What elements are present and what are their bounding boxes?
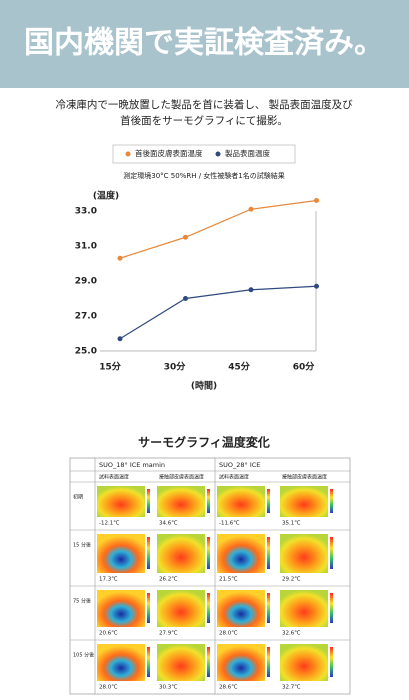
legend-box [112, 144, 296, 164]
cell-temp: 28.0℃ [219, 630, 237, 637]
thermal-image [97, 486, 145, 517]
thermal-scale [330, 489, 333, 513]
data-point [117, 336, 123, 342]
row-label: 初期 [73, 494, 83, 501]
cell-temp: 32.7℃ [282, 684, 300, 691]
cell-temp: 26.2℃ [159, 576, 177, 583]
table-subheader: 接触部皮膚表面温度 [159, 474, 204, 481]
thermal-scale [330, 647, 333, 677]
data-point [314, 198, 319, 203]
x-tick-label: 60分 [293, 361, 316, 373]
cell-temp: -12.1℃ [99, 520, 119, 527]
cell-temp: 34.6℃ [159, 520, 177, 527]
cell-temp: 32.6℃ [282, 630, 300, 637]
thermal-scale [267, 647, 270, 677]
header-band [0, 0, 409, 88]
cell-temp: 35.1℃ [282, 520, 300, 527]
table-header: SUO_18° ICE mamin [99, 461, 165, 469]
row-label: 105 分後 [73, 652, 94, 659]
data-point [248, 206, 254, 212]
cell-temp: 21.5℃ [219, 576, 237, 583]
intro-line: 首後面をサーモグラフィにて撮影。 [120, 114, 288, 127]
thermal-image [280, 486, 328, 517]
y-axis-label: (温度) [93, 190, 119, 202]
data-point [248, 287, 254, 293]
y-tick-label: 25.0 [75, 347, 97, 357]
header-title: 国内機関で実証検査済み。 [24, 26, 384, 61]
series-line [119, 285, 317, 340]
table-header: SUO_28° ICE [219, 461, 260, 469]
thermal-image [97, 534, 145, 573]
table-subheader: 試料表面温度 [99, 474, 129, 481]
thermal-scale [330, 593, 333, 623]
thermal-image [157, 644, 205, 681]
thermal-image [97, 644, 145, 681]
thermal-scale [147, 537, 150, 569]
legend-marker [215, 151, 221, 157]
section-title: サーモグラフィ温度変化 [138, 435, 270, 450]
table-subheader: 試料表面温度 [219, 474, 249, 481]
cell-temp: -11.6℃ [219, 520, 239, 527]
thermal-scale [267, 489, 270, 513]
data-point [117, 255, 123, 261]
legend-label: 製品表面温度 [225, 148, 270, 158]
row-label: 75 分後 [73, 598, 91, 605]
thermal-scale [207, 647, 210, 677]
table-subheader: 接触部皮膚表面温度 [282, 474, 327, 481]
thermal-scale [147, 593, 150, 623]
y-tick-label: 33.0 [75, 207, 97, 217]
thermal-image [157, 534, 205, 573]
x-tick-label: 15分 [99, 361, 122, 373]
y-tick-label: 29.0 [75, 277, 97, 287]
intro-line: 冷凍庫内で一晩放置した製品を首に装着し、 製品表面温度及び [55, 98, 353, 111]
data-point [183, 234, 188, 240]
thermal-scale [330, 537, 333, 569]
cell-temp: 29.2℃ [282, 576, 300, 583]
cell-temp: 28.6℃ [219, 684, 237, 691]
data-point [314, 283, 319, 289]
cell-temp: 28.0℃ [99, 684, 117, 691]
data-point [183, 296, 188, 301]
x-tick-label: 30分 [164, 361, 187, 373]
y-tick-label: 27.0 [75, 312, 97, 322]
series-line [119, 199, 317, 259]
legend-marker [125, 151, 131, 157]
thermal-scale [207, 537, 210, 569]
thermal-scale [207, 593, 210, 623]
cell-temp: 17.3℃ [99, 576, 117, 583]
y-tick-label: 31.0 [75, 242, 97, 252]
thermal-image [217, 590, 265, 627]
x-axis-label: (時間) [191, 380, 217, 392]
thermal-scale [267, 593, 270, 623]
thermal-image [97, 590, 145, 627]
cell-temp: 20.6℃ [99, 630, 117, 637]
thermal-image [280, 644, 328, 681]
thermal-scale [147, 489, 150, 513]
thermal-image [217, 486, 265, 517]
thermal-image [217, 644, 265, 681]
chart-note: 測定環境30°C 50%RH / 女性被験者1名の試験結果 [123, 171, 284, 180]
thermal-scale [207, 489, 210, 513]
cell-temp: 27.9℃ [159, 630, 177, 637]
thermal-image [157, 590, 205, 627]
cell-temp: 30.3℃ [159, 684, 177, 691]
thermal-scale [267, 537, 270, 569]
thermal-scale [147, 647, 150, 677]
legend-label: 首後面皮膚表面温度 [135, 148, 203, 158]
thermal-image [280, 590, 328, 627]
x-tick-label: 45分 [228, 361, 251, 373]
row-label: 15 分後 [73, 542, 91, 549]
thermal-image [217, 534, 265, 573]
thermal-image [157, 486, 205, 517]
thermal-image [280, 534, 328, 573]
